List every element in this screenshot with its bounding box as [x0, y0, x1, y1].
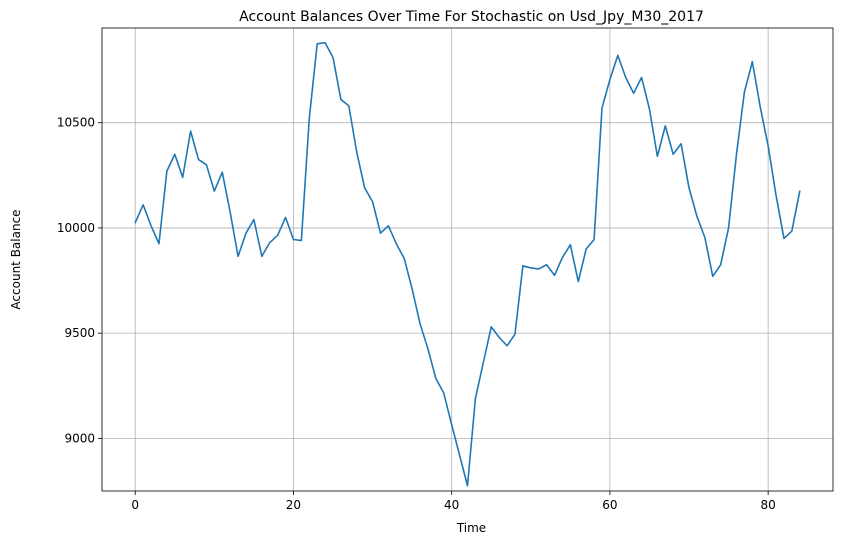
y-tick-label: 9000	[64, 431, 95, 445]
grid	[102, 28, 833, 491]
y-axis-label: Account Balance	[9, 209, 23, 309]
x-tick-label: 20	[286, 498, 301, 512]
plot-frame	[101, 27, 834, 492]
series-layer	[134, 41, 801, 487]
x-tick-label: 60	[602, 498, 617, 512]
x-axis-label: Time	[456, 521, 486, 535]
x-tick-label: 40	[444, 498, 459, 512]
y-tick-label: 10000	[57, 221, 95, 235]
y-tick-label: 10500	[57, 116, 95, 130]
y-tick-label: 9500	[64, 326, 95, 340]
series-line	[134, 41, 801, 487]
y-axis-ticks: 9000 9500 10000 10500	[57, 116, 102, 445]
x-axis-ticks: 0 20 40 60 80	[131, 491, 776, 512]
x-tick-label: 0	[131, 498, 139, 512]
x-tick-label: 80	[760, 498, 775, 512]
chart-title: Account Balances Over Time For Stochasti…	[239, 9, 704, 25]
